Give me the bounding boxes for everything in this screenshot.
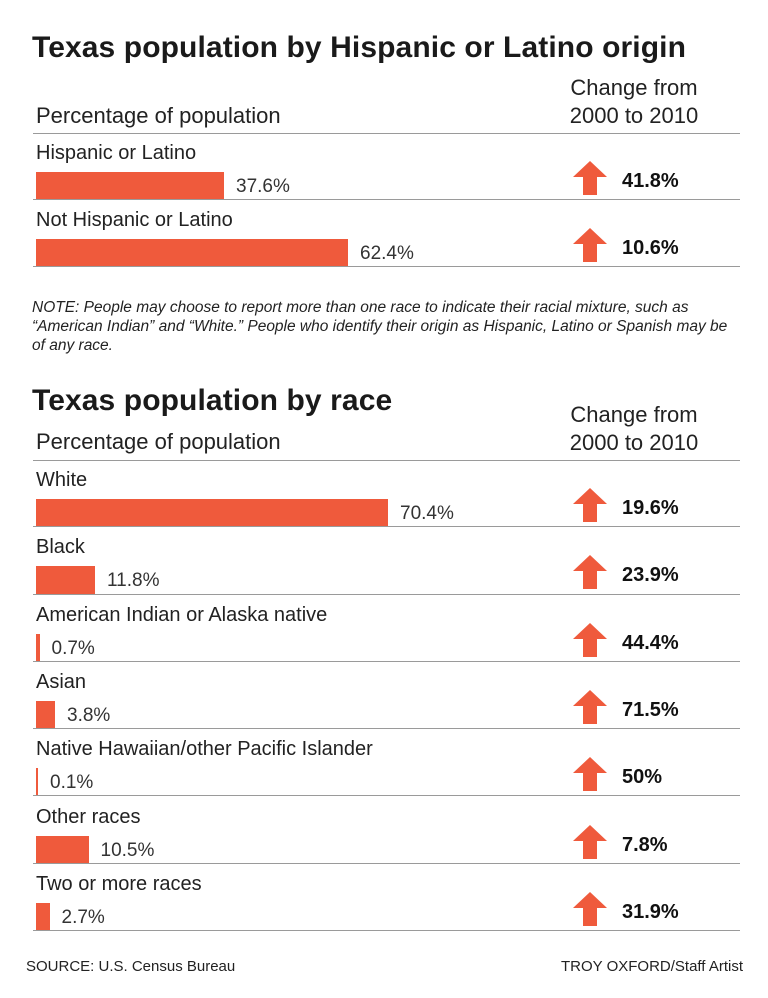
bar [36,566,95,595]
value-label: 11.8% [107,570,160,592]
chart-1-title: Texas population by Hispanic or Latino o… [32,31,686,64]
row-divider [33,526,740,528]
chart-1-change-header: Change from 2000 to 2010 [534,74,734,130]
up-arrow-icon [572,689,608,725]
chart-2-row: Two or more races 2.7% 31.9% [0,864,768,932]
note-text: NOTE: People may choose to report more t… [32,299,728,354]
bar [36,768,38,797]
value-label: 37.6% [236,176,290,197]
value-label: 0.1% [50,772,94,794]
value-label: 3.8% [67,704,111,726]
up-arrow-icon [572,824,608,860]
row-divider [33,795,740,797]
change-value: 44.4% [622,631,679,654]
chart-2-row: Black 11.8% 23.9% [0,527,768,595]
row-divider [33,930,740,932]
chart-2-row: Asian 3.8% 71.5% [0,662,768,730]
row-divider [33,593,740,595]
bar [36,633,40,662]
chart-2-row: White 70.4% 19.6% [0,460,768,528]
bar [36,172,224,200]
up-arrow-icon [572,227,608,263]
chart-1-row: Hispanic or Latino 37.6% 41.8% [0,133,768,200]
change-value: 10.6% [622,237,679,259]
up-arrow-icon [572,756,608,792]
bar [36,835,89,864]
category-label: White [36,469,88,491]
row-divider [33,862,740,864]
change-value: 50% [622,766,663,789]
row-divider [33,199,740,200]
up-arrow-icon [572,554,608,590]
value-label: 10.5% [100,839,155,861]
row-divider [33,728,740,730]
chart-2-value-header: Percentage of population [36,429,281,454]
category-label: American Indian or Alaska native [36,603,328,626]
chart-1-change-header-line-1: Change from [570,75,698,100]
chart-2-row: Native Hawaiian/other Pacific Islander 0.… [0,729,768,797]
chart-2-row: Other races 10.5% 7.8% [0,797,768,864]
up-arrow-icon [572,487,608,523]
category-label: Other races [36,805,141,828]
bar [36,902,50,931]
row-divider [33,266,740,267]
value-label: 70.4% [400,503,454,524]
category-label: Hispanic or Latino [36,142,197,164]
chart-1-header-rule [33,133,740,134]
category-label: Not Hispanic or Latino [36,209,233,231]
change-value: 31.9% [622,900,679,923]
up-arrow-icon [572,891,608,927]
category-label: Asian [36,670,87,693]
chart-1-row: Not Hispanic or Latino 62.4% 10.6% [0,200,768,267]
chart-2-title: Texas population by race [32,384,393,417]
up-arrow-icon [572,160,608,196]
chart-2-change-header-line-1: Change from [570,402,698,427]
bar [36,499,388,527]
source-text: SOURCE: U.S. Census Bureau [26,958,236,975]
change-value: 7.8% [622,833,668,856]
category-label: Black [36,536,85,559]
chart-1-value-header: Percentage of population [36,103,281,128]
value-label: 62.4% [360,243,414,264]
chart-1-change-header-line-2: 2000 to 2010 [569,103,699,128]
chart-2-row: American Indian or Alaska native 0.7% 44.4… [0,595,768,662]
chart-2-change-header-line-2: 2000 to 2010 [569,430,699,455]
bar [36,700,55,729]
value-label: 0.7% [51,637,95,659]
bar [36,239,348,267]
credit-text: TROY OXFORD/Staff Artist [561,958,743,975]
change-value: 19.6% [622,497,679,519]
change-value: 23.9% [622,564,679,587]
row-divider [33,660,740,662]
category-label: Two or more races [36,872,202,895]
category-label: Native Hawaiian/other Pacific Islander [36,738,373,761]
chart-2-change-header: Change from 2000 to 2010 [534,401,734,457]
change-value: 41.8% [622,170,679,192]
change-value: 71.5% [622,698,679,721]
value-label: 2.7% [61,906,105,928]
chart-2-header-rule [33,460,740,461]
up-arrow-icon [572,622,608,658]
